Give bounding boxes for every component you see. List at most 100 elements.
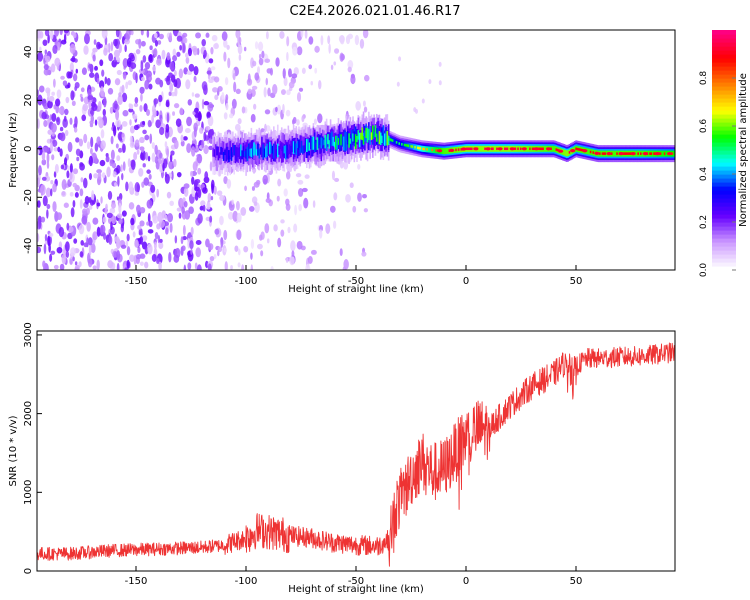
spectrogram-cell xyxy=(142,235,148,241)
spectrogram-ridge-cell xyxy=(434,147,436,154)
spectrogram-cell xyxy=(94,119,98,126)
colorbar-cell xyxy=(712,202,736,207)
spectrogram-cell xyxy=(243,46,247,52)
spectrogram-cell xyxy=(172,111,176,116)
spectrogram-ridge-cell xyxy=(266,143,269,157)
spectrogram-ridge-cell xyxy=(636,150,638,157)
spectrogram-cell xyxy=(72,199,76,208)
spectrogram-ridge-cell xyxy=(455,148,457,152)
spectrogram-cell xyxy=(56,89,62,99)
spectrogram-cell xyxy=(201,139,205,149)
spectrogram-cell xyxy=(338,35,345,43)
spectrogram-cell xyxy=(265,31,269,40)
spectrogram-ridge-cell xyxy=(588,148,591,155)
colorbar-cell xyxy=(712,238,736,243)
colorbar-cell xyxy=(712,242,736,247)
spectrogram-cell xyxy=(168,72,173,78)
spectrogram-xlabel: Height of straight line (km) xyxy=(288,284,424,295)
spectrogram-cell xyxy=(195,32,202,39)
spectrogram-ridge-cell xyxy=(496,147,498,151)
spectrogram-ridge-cell xyxy=(552,145,555,152)
spectrogram-cell xyxy=(113,125,117,137)
spectrogram-cell xyxy=(89,147,93,155)
spectrogram-ridge-cell xyxy=(332,136,335,146)
spectrogram-cell xyxy=(139,236,144,245)
spectrogram-ridge-cell xyxy=(616,152,618,155)
snr-ytick-label: 2000 xyxy=(23,401,34,426)
spectrogram-ridge-cell xyxy=(659,152,662,155)
spectrogram-cell xyxy=(72,168,79,175)
spectrogram-cell xyxy=(67,82,71,89)
spectrogram-cell xyxy=(298,204,303,212)
spectrogram-ridge-cell xyxy=(517,147,519,151)
spectrogram-cell xyxy=(115,30,120,38)
spectrogram-cell xyxy=(277,178,282,187)
spectrogram-cell xyxy=(99,59,104,67)
spectrogram-cell xyxy=(362,194,368,199)
spectrogram-cell xyxy=(40,216,46,223)
spectrogram-cell xyxy=(183,37,188,44)
spectrogram-cell xyxy=(70,90,75,101)
colorbar-cell xyxy=(712,146,736,151)
spectrogram-cell xyxy=(112,171,117,178)
spectrogram-cell xyxy=(46,89,51,98)
spectrogram-cell xyxy=(257,243,263,250)
spectrogram-ridge-cell xyxy=(323,137,325,154)
spectrogram-ridge-cell xyxy=(625,152,628,155)
spectrogram-ridge-cell xyxy=(353,131,356,143)
spectrogram-ridge-cell xyxy=(445,147,448,154)
spectrogram-cell xyxy=(304,174,310,179)
spectrogram-cell xyxy=(227,211,234,220)
spectrogram-ridge-cell xyxy=(624,152,626,155)
spectrogram-cell xyxy=(96,259,100,270)
spectrogram-cell xyxy=(158,241,164,250)
spectrogram-cell xyxy=(161,49,166,60)
spectrogram-cell xyxy=(307,255,313,264)
spectrogram-cell xyxy=(209,255,215,262)
spectrogram-ridge-cell xyxy=(339,134,341,149)
spectrogram-ridge-cell xyxy=(213,149,216,157)
spectrogram-ridge-cell xyxy=(324,134,327,149)
spectrogram-cell xyxy=(45,187,51,198)
spectrogram-ridge-cell xyxy=(662,150,665,157)
spectrogram-cell xyxy=(84,33,90,45)
spectrogram-ridge-cell xyxy=(563,149,566,156)
spectrogram-cell xyxy=(216,190,223,196)
spectrogram-cell xyxy=(283,188,288,197)
spectrogram-cell xyxy=(211,34,218,42)
spectrogram-ridge-cell xyxy=(222,151,225,161)
spectrogram-cell xyxy=(130,30,134,36)
spectrogram-cell xyxy=(87,95,94,101)
spectrogram-cell xyxy=(186,70,193,75)
spectrogram-cell xyxy=(223,51,227,62)
spectrogram-cell xyxy=(100,196,103,204)
spectrogram-ridge-cell xyxy=(344,132,346,142)
spectrogram-cell xyxy=(136,204,141,214)
spectrogram-cell xyxy=(231,98,237,109)
spectrogram-cell xyxy=(201,38,206,47)
spectrogram-cell xyxy=(106,166,111,178)
spectrogram-cell xyxy=(226,178,232,189)
spectrogram-cell xyxy=(314,67,318,74)
spectrogram-cell xyxy=(174,87,178,97)
spectrogram-cell xyxy=(38,85,45,93)
spectrogram-cell xyxy=(151,253,157,262)
spectrogram-cell xyxy=(43,68,50,76)
spectrogram-ridge-cell xyxy=(308,142,311,151)
spectrogram-cell xyxy=(288,81,295,89)
spectrogram-cell xyxy=(69,172,73,180)
spectrogram-cell xyxy=(139,206,146,214)
spectrogram-cell xyxy=(232,210,238,222)
spectrogram-cell xyxy=(169,32,173,42)
spectrogram-ridge-cell xyxy=(292,141,295,154)
spectrogram-cell xyxy=(101,91,105,98)
spectrogram-cell xyxy=(207,192,212,203)
spectrogram-cell xyxy=(164,173,170,184)
spectrogram-cell xyxy=(130,62,137,69)
spectrogram-cell xyxy=(116,57,121,63)
spectrogram-cell xyxy=(47,100,53,109)
spectrogram-ridge-cell xyxy=(637,152,639,155)
spectrogram-ridge-cell xyxy=(296,138,299,159)
spectrogram-cell xyxy=(43,146,50,153)
spectrogram-ridge-cell xyxy=(275,149,278,157)
